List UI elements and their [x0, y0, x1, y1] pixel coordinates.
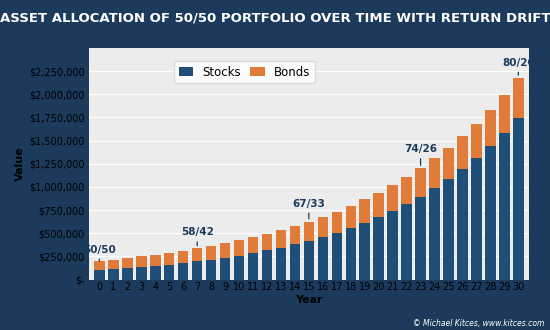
Bar	[513, 118, 524, 280]
Bar	[234, 255, 244, 280]
Bar	[220, 258, 230, 280]
Bar	[164, 265, 174, 280]
Bar	[192, 248, 202, 261]
Bar	[415, 197, 426, 280]
Bar	[276, 248, 286, 280]
Bar	[415, 168, 426, 197]
Bar	[290, 226, 300, 245]
Bar	[513, 78, 524, 118]
Bar	[387, 185, 398, 211]
Bar	[471, 158, 482, 280]
Bar	[94, 270, 104, 280]
Bar	[122, 258, 133, 268]
Text: 74/26: 74/26	[404, 144, 437, 154]
Bar	[136, 267, 146, 280]
Bar	[290, 245, 300, 280]
Bar	[402, 204, 412, 280]
Text: © Michael Kitces, www.kitces.com: © Michael Kitces, www.kitces.com	[413, 319, 544, 328]
Bar	[430, 158, 440, 188]
Bar	[443, 179, 454, 280]
Bar	[94, 261, 104, 270]
Bar	[457, 169, 467, 280]
Bar	[136, 256, 146, 267]
Bar	[262, 250, 272, 280]
Bar	[332, 233, 342, 280]
Bar	[234, 241, 244, 255]
Bar	[443, 148, 454, 179]
Bar	[248, 237, 258, 253]
Text: 58/42: 58/42	[181, 227, 213, 237]
Bar	[178, 251, 189, 263]
Bar	[360, 223, 370, 280]
Bar	[332, 212, 342, 233]
Bar	[402, 177, 412, 204]
Bar	[317, 217, 328, 237]
Bar	[471, 123, 482, 158]
Bar	[457, 136, 467, 169]
Bar	[304, 241, 314, 280]
Bar	[248, 253, 258, 280]
Bar	[360, 200, 370, 223]
Bar	[150, 255, 161, 266]
Text: 80/20: 80/20	[502, 58, 535, 68]
Bar	[317, 237, 328, 280]
X-axis label: Year: Year	[295, 295, 323, 305]
Bar	[108, 260, 119, 269]
Bar	[220, 243, 230, 258]
Bar	[387, 211, 398, 280]
Y-axis label: Value: Value	[15, 147, 25, 181]
Bar	[373, 217, 384, 280]
Bar	[373, 193, 384, 217]
Bar	[345, 206, 356, 228]
Bar	[262, 234, 272, 250]
Bar	[499, 94, 510, 133]
Bar	[122, 268, 133, 280]
Bar	[499, 133, 510, 280]
Bar	[345, 228, 356, 280]
Text: 50/50: 50/50	[83, 245, 116, 254]
Bar	[150, 266, 161, 280]
Bar	[485, 110, 496, 146]
Bar	[430, 188, 440, 280]
Text: ASSET ALLOCATION OF 50/50 PORTFOLIO OVER TIME WITH RETURN DRIFT: ASSET ALLOCATION OF 50/50 PORTFOLIO OVER…	[0, 12, 550, 24]
Bar	[192, 261, 202, 280]
Bar	[206, 246, 216, 260]
Text: 67/33: 67/33	[293, 199, 325, 209]
Bar	[178, 263, 189, 280]
Bar	[304, 222, 314, 241]
Legend: Stocks, Bonds: Stocks, Bonds	[174, 61, 315, 83]
Bar	[276, 230, 286, 248]
Bar	[206, 260, 216, 280]
Bar	[164, 253, 174, 265]
Bar	[108, 269, 119, 280]
Bar	[485, 146, 496, 280]
